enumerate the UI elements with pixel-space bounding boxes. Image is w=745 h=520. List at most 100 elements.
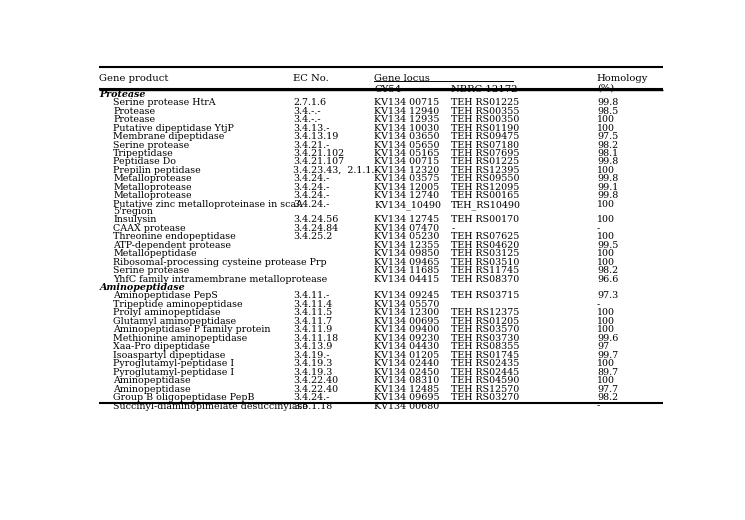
Text: Protease: Protease — [113, 115, 156, 124]
Text: TEH RS01225: TEH RS01225 — [451, 158, 519, 166]
Text: KV134 03650: KV134 03650 — [375, 132, 440, 141]
Text: KV134 08310: KV134 08310 — [375, 376, 440, 385]
Text: KV134 03575: KV134 03575 — [375, 174, 440, 184]
Text: 89.7: 89.7 — [597, 368, 618, 376]
Text: TEH RS08355: TEH RS08355 — [451, 342, 520, 352]
Text: 100: 100 — [597, 376, 615, 385]
Text: 3.4.21.-: 3.4.21.- — [293, 140, 329, 150]
Text: 100: 100 — [597, 115, 615, 124]
Text: TEH RS12375: TEH RS12375 — [451, 308, 519, 317]
Text: KV134 01205: KV134 01205 — [375, 351, 440, 360]
Text: 98.5: 98.5 — [597, 107, 618, 115]
Text: Isoaspartyl dipeptidase: Isoaspartyl dipeptidase — [113, 351, 226, 360]
Text: NBRC 12172: NBRC 12172 — [451, 85, 518, 94]
Text: KV134_10490: KV134_10490 — [375, 200, 442, 210]
Text: Protease: Protease — [99, 90, 146, 99]
Text: 3.4.-.-: 3.4.-.- — [293, 107, 320, 115]
Text: -: - — [597, 401, 600, 411]
Text: TEH RS03125: TEH RS03125 — [451, 249, 519, 258]
Text: TEH RS02435: TEH RS02435 — [451, 359, 519, 368]
Text: KV134 09695: KV134 09695 — [375, 393, 440, 402]
Text: Ribosomal-processing cysteine protease Prp: Ribosomal-processing cysteine protease P… — [113, 257, 327, 267]
Text: 100: 100 — [597, 359, 615, 368]
Text: TEH RS00170: TEH RS00170 — [451, 215, 519, 224]
Text: KV134 00715: KV134 00715 — [375, 98, 440, 107]
Text: TEH RS03715: TEH RS03715 — [451, 292, 519, 301]
Text: 100: 100 — [597, 326, 615, 334]
Text: Prolyl aminopeptidase: Prolyl aminopeptidase — [113, 308, 221, 317]
Text: KV134 12740: KV134 12740 — [375, 191, 440, 200]
Text: 99.8: 99.8 — [597, 174, 618, 184]
Text: TEH RS09475: TEH RS09475 — [451, 132, 519, 141]
Text: 3.4.11.-: 3.4.11.- — [293, 292, 329, 301]
Text: Glutamyl aminopeptidase: Glutamyl aminopeptidase — [113, 317, 236, 326]
Text: KV134 09245: KV134 09245 — [375, 292, 440, 301]
Text: 100: 100 — [597, 308, 615, 317]
Text: TEH_RS10490: TEH_RS10490 — [451, 200, 522, 210]
Text: CAAX protease: CAAX protease — [113, 224, 186, 233]
Text: 3.4.11.18: 3.4.11.18 — [293, 334, 338, 343]
Text: 97.3: 97.3 — [597, 292, 618, 301]
Text: TEH RS01190: TEH RS01190 — [451, 124, 519, 133]
Text: KV134 05650: KV134 05650 — [375, 140, 440, 150]
Text: Putative zinc metalloproteinase in scaA: Putative zinc metalloproteinase in scaA — [113, 200, 303, 209]
Text: 100: 100 — [597, 215, 615, 224]
Text: Metallopeptidase: Metallopeptidase — [113, 249, 197, 258]
Text: KV134 12300: KV134 12300 — [375, 308, 440, 317]
Text: TEH RS02445: TEH RS02445 — [451, 368, 519, 376]
Text: Gene locus: Gene locus — [375, 74, 431, 83]
Text: TEH RS09550: TEH RS09550 — [451, 174, 520, 184]
Text: 3.4.24.56: 3.4.24.56 — [293, 215, 338, 224]
Text: EC No.: EC No. — [293, 74, 329, 83]
Text: 3.4.11.7: 3.4.11.7 — [293, 317, 332, 326]
Text: 100: 100 — [597, 257, 615, 267]
Text: TEH RS03570: TEH RS03570 — [451, 326, 519, 334]
Text: 3.4.24.-: 3.4.24.- — [293, 183, 329, 192]
Text: Pyroglutamyl-peptidase I: Pyroglutamyl-peptidase I — [113, 359, 235, 368]
Text: KV134 02440: KV134 02440 — [375, 359, 440, 368]
Text: Peptidase Do: Peptidase Do — [113, 158, 177, 166]
Text: KV134 00715: KV134 00715 — [375, 158, 440, 166]
Text: 98.2: 98.2 — [597, 140, 618, 150]
Text: Insulysin: Insulysin — [113, 215, 156, 224]
Text: Tripeptide aminopeptidase: Tripeptide aminopeptidase — [113, 300, 243, 309]
Text: 3.4.11.9: 3.4.11.9 — [293, 326, 332, 334]
Text: 98.2: 98.2 — [597, 266, 618, 275]
Text: Aminopeptidase: Aminopeptidase — [113, 376, 191, 385]
Text: KV134 00695: KV134 00695 — [375, 317, 440, 326]
Text: 3.4.24.-: 3.4.24.- — [293, 200, 329, 209]
Text: KV134 04430: KV134 04430 — [375, 342, 440, 352]
Text: TEH RS12395: TEH RS12395 — [451, 166, 520, 175]
Text: Membrane dipeptidase: Membrane dipeptidase — [113, 132, 225, 141]
Text: 2.7.1.6: 2.7.1.6 — [293, 98, 326, 107]
Text: TEH RS04620: TEH RS04620 — [451, 241, 519, 250]
Text: 3.4.21.107: 3.4.21.107 — [293, 158, 344, 166]
Text: 99.8: 99.8 — [597, 98, 618, 107]
Text: 3.4.19.3: 3.4.19.3 — [293, 359, 332, 368]
Text: 100: 100 — [597, 317, 615, 326]
Text: -: - — [597, 224, 600, 233]
Text: Putative dipeptidase YtjP: Putative dipeptidase YtjP — [113, 124, 234, 133]
Text: KV134 12935: KV134 12935 — [375, 115, 440, 124]
Text: KV134 12355: KV134 12355 — [375, 241, 440, 250]
Text: KV134 09465: KV134 09465 — [375, 257, 440, 267]
Text: 3.4.11.4: 3.4.11.4 — [293, 300, 332, 309]
Text: Prepilin peptidase: Prepilin peptidase — [113, 166, 201, 175]
Text: YhfC family intramembrane metalloprotease: YhfC family intramembrane metalloproteas… — [113, 275, 328, 283]
Text: Protease: Protease — [113, 107, 156, 115]
Text: KV134 05570: KV134 05570 — [375, 300, 440, 309]
Text: KV134 12485: KV134 12485 — [375, 385, 440, 394]
Text: TEH RS01225: TEH RS01225 — [451, 98, 519, 107]
Text: Metalloprotease: Metalloprotease — [113, 183, 192, 192]
Text: 3.4.13.19: 3.4.13.19 — [293, 132, 338, 141]
Text: TEH RS11745: TEH RS11745 — [451, 266, 519, 275]
Text: Serine protease: Serine protease — [113, 266, 189, 275]
Text: TEH RS04590: TEH RS04590 — [451, 376, 519, 385]
Text: 99.8: 99.8 — [597, 191, 618, 200]
Text: TEH RS12095: TEH RS12095 — [451, 183, 519, 192]
Text: 3.4.13.-: 3.4.13.- — [293, 124, 329, 133]
Text: KV134 05230: KV134 05230 — [375, 232, 440, 241]
Text: Pyroglutamyl-peptidase I: Pyroglutamyl-peptidase I — [113, 368, 235, 376]
Text: Aminopeptidase: Aminopeptidase — [113, 385, 191, 394]
Text: Aminopeptidase: Aminopeptidase — [99, 283, 185, 292]
